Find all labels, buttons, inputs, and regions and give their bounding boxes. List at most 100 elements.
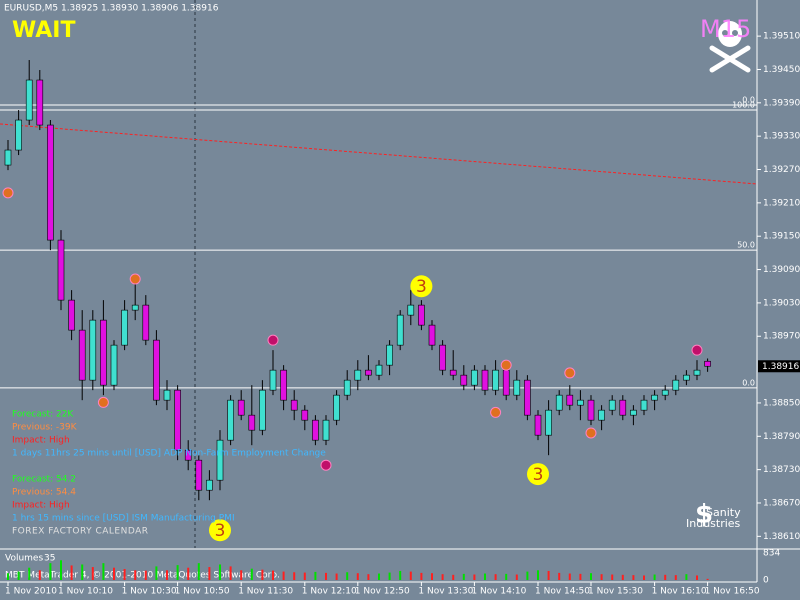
- candle-body: [460, 374, 468, 386]
- calendar-line: 1 hrs 15 mins since [USD] ISM Manufactur…: [12, 514, 235, 524]
- candle-body: [630, 409, 637, 416]
- candle-body: [534, 414, 542, 436]
- candle-body: [619, 399, 627, 416]
- candle-body: [57, 239, 65, 301]
- x-tick-label: 1 Nov 11:30: [238, 587, 293, 597]
- signal-dot: [267, 334, 279, 346]
- candle-body: [471, 369, 478, 386]
- calendar-line: FOREX FACTORY CALENDAR: [12, 527, 149, 537]
- x-tick-label: 1 Nov 10:30: [122, 587, 177, 597]
- signal-dot: [500, 359, 512, 371]
- candle-body: [555, 394, 563, 411]
- y-tick-label: 1.39150: [763, 232, 800, 242]
- candle-body: [163, 389, 171, 401]
- candle-body: [237, 399, 245, 416]
- count-marker: [209, 519, 231, 542]
- candle-body: [36, 79, 44, 126]
- candle-body: [100, 319, 107, 386]
- calendar-line: Previous: -39K: [12, 423, 78, 433]
- signal-dot: [490, 406, 502, 418]
- candle-body: [587, 399, 595, 421]
- candle-body: [184, 449, 192, 461]
- current-price-label: 1.38916: [762, 362, 799, 372]
- candle-body: [428, 324, 436, 346]
- candle-body: [693, 369, 701, 376]
- y-tick-label: 1.38790: [763, 432, 800, 442]
- skull: [718, 21, 742, 47]
- candle-body: [216, 439, 224, 481]
- candle-body: [25, 79, 33, 121]
- bone: [709, 45, 751, 73]
- candle-body: [502, 369, 510, 396]
- current-price-box: [758, 360, 800, 373]
- y-tick-label: 1.39510: [763, 32, 800, 42]
- y-tick-label: 1.39330: [763, 132, 800, 142]
- candle-body: [280, 369, 287, 401]
- y-tick-label: 1.38850: [763, 398, 800, 408]
- candle-body: [333, 394, 340, 421]
- candle-body: [195, 459, 203, 491]
- candle-body: [439, 344, 446, 371]
- logo-symbol: $: [695, 500, 713, 530]
- candle-body: [206, 479, 213, 491]
- candle-body: [68, 299, 75, 331]
- volume-tick-label: 834: [763, 549, 780, 559]
- x-tick-label: 1 Nov 14:10: [471, 587, 526, 597]
- candle-body: [153, 339, 160, 401]
- signal-dot: [691, 344, 703, 356]
- candle-body: [4, 149, 12, 166]
- calendar-line: 1 days 11hrs 25 mins until [USD] ADP Non…: [12, 449, 326, 459]
- candle-body: [566, 394, 574, 406]
- level-label: 0.0: [742, 378, 755, 387]
- candle-body: [269, 369, 277, 391]
- logo-line: Sanity: [706, 506, 741, 519]
- volume-title: Volumes: [5, 554, 43, 564]
- candle-body: [608, 399, 616, 411]
- candle-body: [47, 124, 54, 241]
- x-tick-label: 1 Nov 16:50: [705, 587, 760, 597]
- y-tick-label: 1.39390: [763, 98, 800, 108]
- signal-dot: [564, 367, 576, 379]
- candle-body: [248, 414, 256, 431]
- count-label: 3: [533, 465, 544, 485]
- calendar-line: Forecast: 54.2: [12, 475, 76, 485]
- candle-body: [704, 360, 711, 367]
- candle-body: [142, 304, 150, 341]
- candle-body: [524, 379, 531, 416]
- x-tick-label: 1 Nov 12:50: [355, 587, 410, 597]
- candle-body: [375, 364, 383, 376]
- level-label: 50.0: [737, 241, 755, 250]
- level-label: 0.0: [742, 96, 755, 105]
- candle-body: [513, 379, 521, 396]
- y-tick-label: 1.39090: [763, 265, 800, 275]
- candle-body: [683, 374, 690, 381]
- x-tick-label: 1 Nov 10:50: [175, 587, 230, 597]
- logo-line: Industries: [686, 517, 741, 530]
- count-marker: [410, 275, 433, 298]
- calendar-line: Previous: 54.4: [12, 488, 76, 498]
- footer: MBT MetaTrader 4, © 2001-2010 MetaQuotes…: [5, 571, 280, 581]
- candle-body: [545, 409, 552, 436]
- x-tick-label: 1 Nov 2010: [5, 587, 57, 597]
- x-tick-label: 1 Nov 13:30: [418, 587, 473, 597]
- x-tick-label: 1 Nov 15:30: [588, 587, 643, 597]
- candle-body: [365, 369, 372, 376]
- signal-dot: [320, 459, 332, 471]
- status: WAIT: [12, 18, 76, 43]
- candle-body: [78, 329, 86, 381]
- count-label: 3: [215, 521, 226, 541]
- signal-dot: [2, 187, 14, 199]
- skull-logo: [709, 21, 751, 73]
- y-tick-label: 1.38970: [763, 332, 800, 342]
- candle-body: [396, 314, 404, 346]
- signal-dot: [129, 273, 141, 285]
- signal-dot: [97, 396, 109, 408]
- y-tick-label: 1.38610: [763, 532, 800, 542]
- candle-body: [651, 394, 658, 401]
- y-tick-label: 1.38670: [763, 498, 800, 508]
- candle-body: [577, 399, 584, 406]
- candle-body: [312, 419, 319, 441]
- candle-body: [598, 409, 605, 421]
